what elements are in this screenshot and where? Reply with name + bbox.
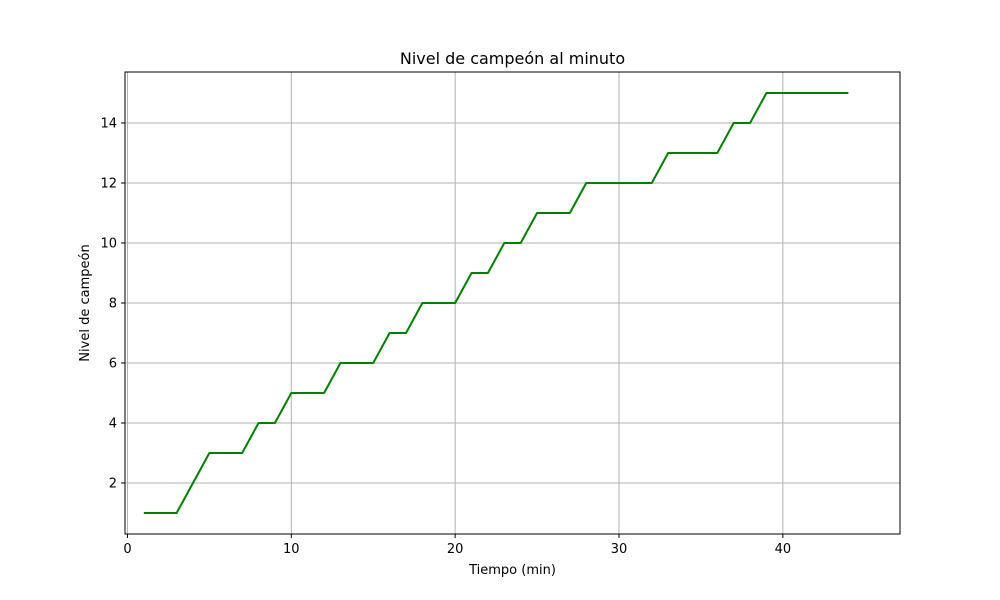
x-tick-label: 10 [283, 542, 300, 557]
x-axis-label: Tiempo (min) [468, 563, 556, 578]
y-tick-label: 6 [109, 357, 117, 372]
y-tick-label: 8 [109, 297, 117, 312]
series-layer [143, 92, 849, 514]
x-tick-label: 30 [611, 542, 628, 557]
series-line [143, 92, 849, 514]
x-axis: 0 10 20 30 40 [123, 534, 791, 557]
x-tick-label: 20 [447, 542, 464, 557]
x-tick-label: 0 [123, 542, 131, 557]
y-tick-label: 14 [100, 117, 117, 132]
y-tick-label: 2 [109, 477, 117, 492]
x-tick-label: 40 [775, 542, 792, 557]
y-axis-label: Nivel de campeón [78, 244, 93, 361]
y-tick-label: 12 [100, 177, 117, 192]
grid [125, 72, 900, 534]
chart-title: Nivel de campeón al minuto [400, 49, 625, 68]
y-tick-label: 10 [100, 237, 117, 252]
y-tick-label: 4 [109, 417, 117, 432]
y-axis: 2 4 6 8 10 12 14 [100, 117, 125, 492]
